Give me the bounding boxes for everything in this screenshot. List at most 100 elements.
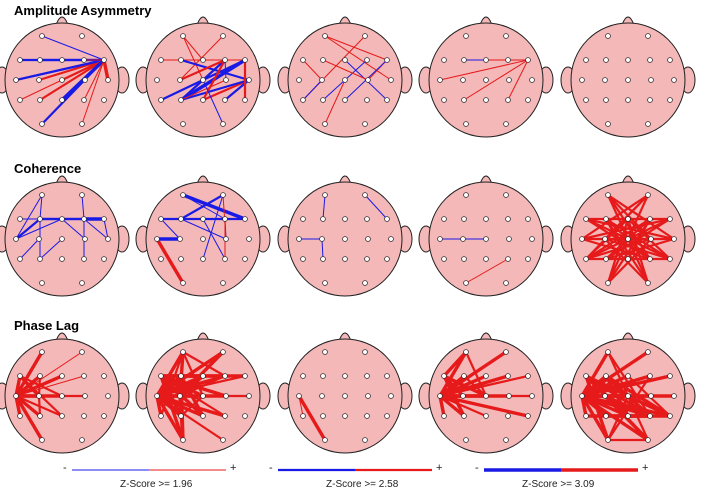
electrode-Cz (625, 77, 631, 83)
electrode-T6 (242, 256, 248, 262)
connection-T3-F8 (14, 58, 106, 82)
connection-T3-O1 (297, 394, 327, 442)
connection-F3-C4 (180, 218, 227, 240)
electrode-F8 (384, 57, 390, 63)
connection-T3-Fp1 (14, 350, 44, 398)
connection-F3-Cz (462, 374, 488, 398)
electrode-F3 (461, 57, 467, 63)
connection-Fp1-T3 (15, 194, 43, 240)
electrode-T3 (437, 77, 443, 83)
head-map-phase-lag-1 (0, 332, 130, 454)
electrode-F8 (525, 373, 531, 379)
electrode-Fz (59, 216, 65, 222)
electrode-T5 (441, 413, 447, 419)
electrode-F7 (583, 57, 589, 63)
electrode-Pz (483, 97, 489, 103)
electrode-O1 (463, 121, 469, 127)
connection-Cz-P3 (39, 238, 63, 260)
electrode-F8 (667, 57, 673, 63)
electrode-T3 (437, 393, 443, 399)
electrode-T5 (158, 97, 164, 103)
electrode-Fp1 (605, 33, 611, 39)
electrode-T3 (579, 77, 585, 83)
electrode-P3 (603, 97, 609, 103)
electrode-T4 (529, 393, 535, 399)
electrode-O2 (362, 121, 368, 127)
connection-Fp1-F7 (442, 350, 468, 378)
electrode-P4 (81, 413, 87, 419)
electrode-P3 (320, 97, 326, 103)
connection-F3-Pz (604, 374, 630, 418)
connection-F7-O1 (159, 374, 185, 442)
legend-plus-2: + (436, 462, 443, 474)
connection-Fz-T3 (15, 218, 63, 240)
electrode-T6 (525, 413, 531, 419)
electrode-P4 (505, 97, 511, 103)
head-map-coherence-5 (560, 175, 696, 297)
connection-F4-C3 (178, 58, 227, 82)
electrode-Cz (483, 77, 489, 83)
electrode-F4 (505, 57, 511, 63)
electrode-P4 (647, 97, 653, 103)
electrode-C3 (460, 393, 466, 399)
electrode-T4 (105, 236, 111, 242)
electrode-C3 (460, 77, 466, 83)
electrode-C4 (365, 77, 371, 83)
electrode-Fp1 (39, 33, 45, 39)
electrode-Pz (625, 256, 631, 262)
electrode-T3 (579, 236, 585, 242)
electrode-Fp1 (180, 33, 186, 39)
electrode-C4 (82, 393, 88, 399)
electrode-C4 (365, 393, 371, 399)
electrode-Fz (200, 373, 206, 379)
electrode-F7 (441, 57, 447, 63)
head-map-amplitude-asymmetry-2 (135, 16, 271, 138)
electrode-T3 (13, 77, 19, 83)
electrode-T4 (246, 393, 252, 399)
electrode-C4 (506, 236, 512, 242)
connection-Fz-C4 (61, 218, 86, 240)
electrode-T6 (667, 256, 673, 262)
electrode-Fz (200, 216, 206, 222)
electrode-Fz (625, 373, 631, 379)
electrode-T5 (17, 256, 23, 262)
electrode-T5 (17, 413, 23, 419)
electrode-O2 (645, 280, 651, 286)
electrode-F7 (583, 373, 589, 379)
electrode-Fz (483, 373, 489, 379)
electrode-P3 (461, 97, 467, 103)
electrode-C3 (36, 236, 42, 242)
connection-F8-T4 (103, 218, 109, 240)
head-map-phase-lag-2 (135, 332, 271, 454)
electrode-F4 (81, 216, 87, 222)
electrode-F4 (81, 373, 87, 379)
electrode-P3 (178, 413, 184, 419)
electrode-Cz (342, 236, 348, 242)
electrode-P3 (603, 256, 609, 262)
electrode-O1 (322, 121, 328, 127)
electrode-O2 (503, 121, 509, 127)
electrode-F4 (647, 373, 653, 379)
electrode-Cz (625, 393, 631, 399)
row-title-phase-lag: Phase Lag (14, 318, 80, 333)
connection-F3-Pz (604, 217, 630, 261)
electrode-T5 (441, 97, 447, 103)
connection-F7-O1 (584, 374, 610, 442)
connection-C3-P3 (37, 394, 42, 418)
electrode-Fp1 (463, 349, 469, 355)
electrode-T6 (242, 97, 248, 103)
connection-F7-Cz (18, 374, 64, 398)
connection-Fp1-F8 (181, 193, 247, 221)
electrode-T6 (667, 97, 673, 103)
head-map-phase-lag-5 (560, 332, 696, 454)
electrode-Pz (59, 256, 65, 262)
electrode-Fp2 (362, 192, 368, 198)
electrode-C4 (648, 77, 654, 83)
electrode-O2 (503, 437, 509, 443)
electrode-O2 (362, 280, 368, 286)
electrode-C3 (602, 77, 608, 83)
electrode-O1 (180, 121, 186, 127)
connection-T3-F8 (439, 59, 529, 81)
electrode-T3 (154, 393, 160, 399)
connection-T3-Fp2 (580, 193, 650, 241)
